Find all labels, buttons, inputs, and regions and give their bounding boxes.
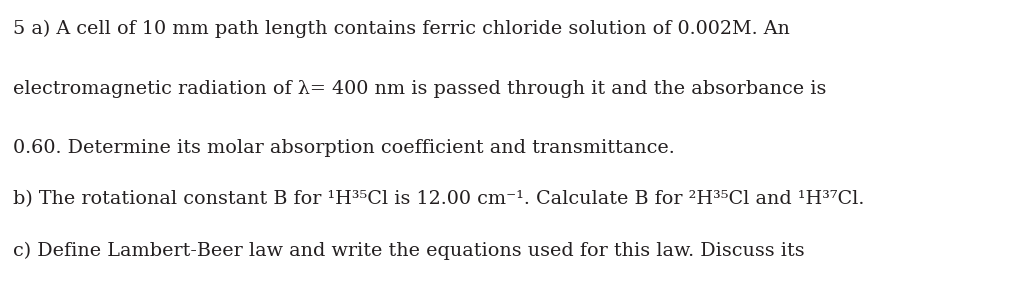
Text: 0.60. Determine its molar absorption coefficient and transmittance.: 0.60. Determine its molar absorption coe…: [13, 139, 675, 157]
Text: 5 a) A cell of 10 mm path length contains ferric chloride solution of 0.002M. An: 5 a) A cell of 10 mm path length contain…: [13, 20, 790, 38]
Text: c) Define Lambert-Beer law and write the equations used for this law. Discuss it: c) Define Lambert-Beer law and write the…: [13, 241, 805, 260]
Text: b) The rotational constant B for ¹H³⁵Cl is 12.00 cm⁻¹. Calculate B for ²H³⁵Cl an: b) The rotational constant B for ¹H³⁵Cl …: [13, 190, 865, 208]
Text: electromagnetic radiation of λ= 400 nm is passed through it and the absorbance i: electromagnetic radiation of λ= 400 nm i…: [13, 80, 827, 97]
